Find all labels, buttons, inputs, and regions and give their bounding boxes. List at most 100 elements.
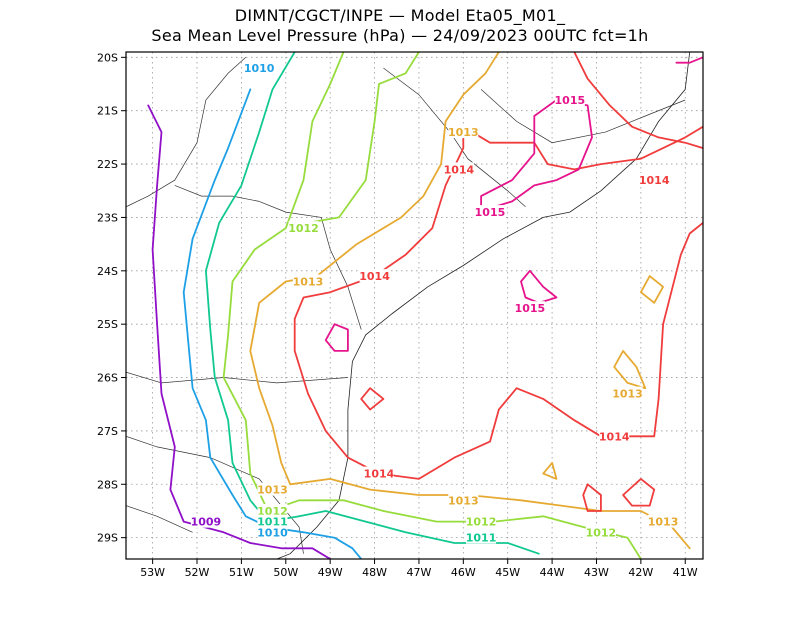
isobar-label-bg [359,269,390,283]
border-line [174,185,260,202]
y-tick-label: 20S [97,51,118,64]
chart-subtitle: Sea Mean Level Pressure (hPa) — 24/09/20… [151,26,649,45]
isobar-1014 [622,478,656,507]
border-line [383,67,526,208]
isobar-label-bg [292,274,323,288]
y-tick-label: 27S [97,425,118,438]
isobar-label: 1010 [244,62,275,75]
y-tick-label: 29S [97,532,118,545]
isobar-label-bg [474,205,505,219]
x-tick-label: 51W [229,566,254,579]
map-frame [125,51,704,560]
isobar-label: 1015 [475,206,506,219]
isobar-label: 1013 [648,516,679,529]
isobar-1009 [147,104,332,559]
isobar-1015 [324,323,349,352]
isobar-label: 1014 [444,163,475,176]
isobar-label: 1009 [191,516,222,529]
isobar-label-bg [514,301,545,315]
isobar-label: 1010 [257,526,288,539]
isobar-label-bg [448,125,479,139]
isobar-label-bg [443,162,474,176]
x-tick-label: 44W [540,566,565,579]
isobar-label-bg [257,503,288,517]
isobar-label: 1014 [599,430,630,443]
x-tick-label: 49W [318,566,343,579]
isobar-label-bg [612,386,643,400]
x-tick-label: 41W [673,566,698,579]
y-tick-label: 28S [97,478,118,491]
isobar-label-bg [466,514,497,528]
isobar-label-bg [639,173,670,187]
isobar-label-bg [585,525,616,539]
isobar-1011 [205,52,540,555]
x-tick-label: 43W [584,566,609,579]
isobar-label: 1013 [612,388,643,401]
isobar-label: 1014 [639,174,670,187]
isobar-1013 [249,52,691,550]
x-tick-label: 50W [273,566,298,579]
x-tick-label: 47W [407,566,432,579]
y-tick-label: 24S [97,265,118,278]
isobar-label-bg [448,493,479,507]
border-line [480,89,686,144]
border-line [259,201,362,330]
x-tick-label: 42W [628,566,653,579]
y-tick-label: 25S [97,318,118,331]
y-tick-label: 21S [97,105,118,118]
x-tick-label: 45W [495,566,520,579]
isobar-1015 [675,56,703,64]
x-tick-label: 53W [140,566,165,579]
isobar-label: 1015 [515,302,546,315]
isobar-label-bg [257,482,288,496]
isobar-label: 1013 [293,275,324,288]
isobar-labels: 1010 1015 1013 1014 1014 1015 1012 1013 1014 1015… [190,61,679,545]
x-tick-label: 48W [362,566,387,579]
isobar-label: 1013 [448,126,479,139]
isobar-label: 1012 [586,526,617,539]
isobar-label-bg [466,530,497,544]
isobar-label-bg [363,466,394,480]
isobar-1012 [307,52,420,224]
border-line [126,435,304,554]
isobar-label-bg [257,525,288,539]
isobar-1014 [573,52,703,149]
isobar-label-bg [257,514,288,528]
isobar-label: 1012 [466,516,497,529]
x-tick-label: 52W [185,566,210,579]
isobar-1014 [462,125,703,171]
border-line [126,57,247,208]
isobar-1015 [480,99,593,213]
isobar-label-bg [648,514,679,528]
isobar-label: 1013 [448,494,479,507]
isobar-label: 1011 [466,532,497,545]
isobar-label: 1015 [555,94,586,107]
isobar-1010 [182,88,363,559]
isobar-label: 1012 [288,222,319,235]
isobar-1013 [640,275,664,304]
latitude-axis: 20S 21S 22S 23S 24S 25S 26S 27S 28S 29S [97,51,126,545]
isobar-label-bg [190,514,221,528]
isobar-label: 1014 [364,468,395,481]
isobar-1013 [613,350,647,390]
chart-title: DIMNT/CGCT/INPE — Model Eta05_M01_ [234,6,566,25]
isobar-1014 [582,483,602,512]
isobar-label-bg [599,429,630,443]
isobar-label-bg [554,93,585,107]
y-tick-label: 23S [97,211,118,224]
isobar-1014 [293,125,703,480]
isobar-lines [147,52,703,559]
y-tick-label: 26S [97,372,118,385]
longitude-axis: 53W 52W 51W 50W 49W 48W 47W 46W 45W 44W 43W 42W 41W [140,559,698,579]
isobar-1012 [222,52,642,559]
y-tick-label: 22S [97,158,118,171]
border-line [126,505,193,533]
isobar-1014 [360,387,385,411]
x-tick-label: 46W [451,566,476,579]
isobar-label: 1014 [359,270,390,283]
map-background [126,52,703,559]
isobar-label: 1013 [257,484,288,497]
isobar-label-bg [288,221,319,235]
